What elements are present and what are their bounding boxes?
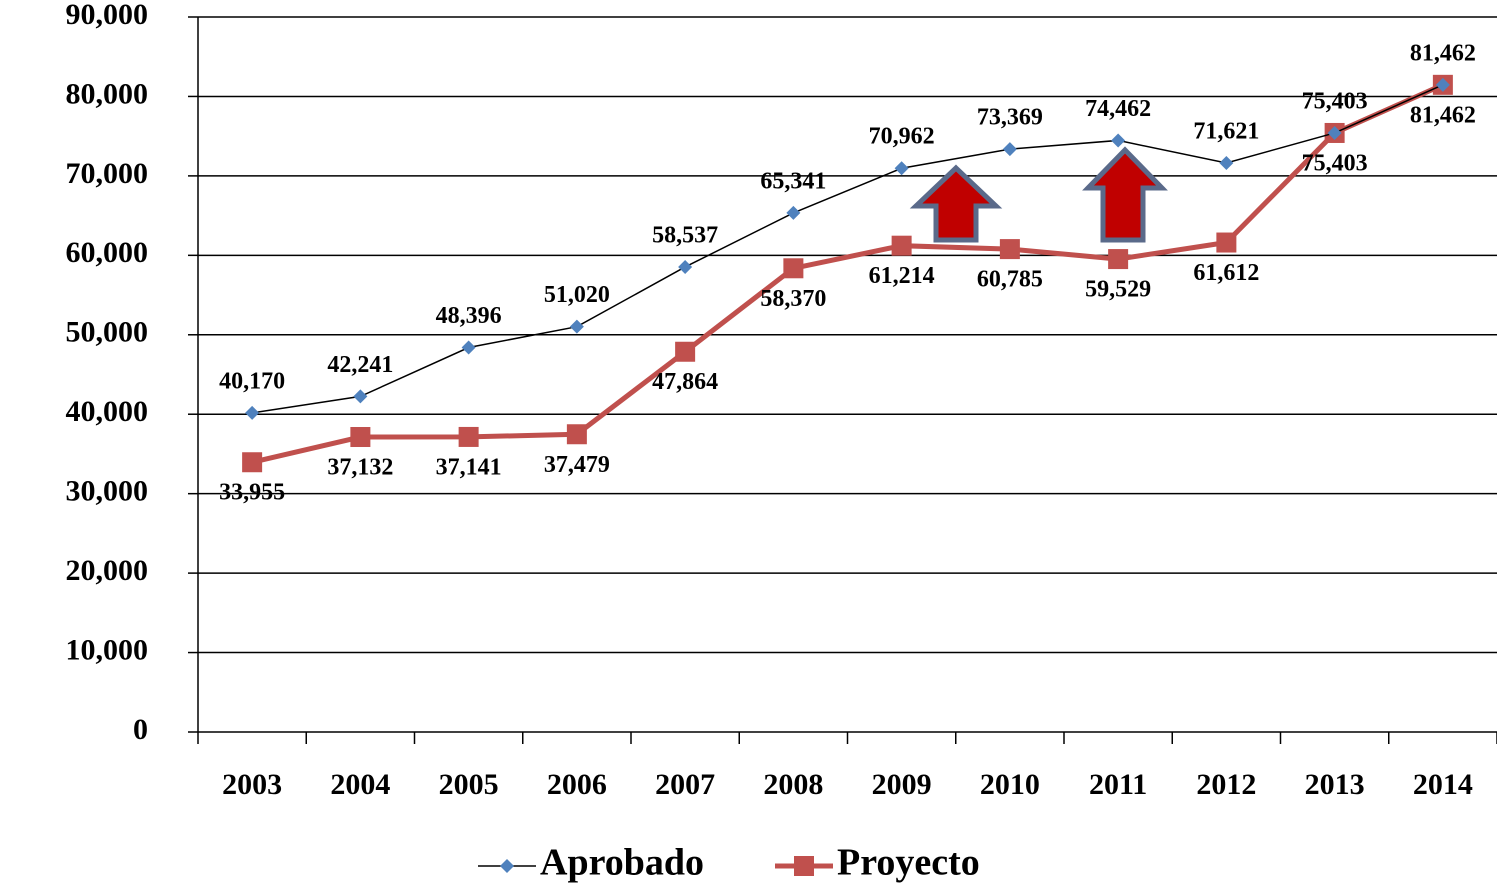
data-label: 73,369 [977,105,1043,131]
marker [461,340,476,355]
x-tick-label: 2009 [872,768,932,801]
y-tick-label: 80,000 [66,77,149,110]
marker [245,405,260,420]
data-label: 37,479 [544,452,610,478]
marker [891,235,912,256]
data-label: 65,341 [760,168,826,194]
y-tick-label: 40,000 [66,395,149,428]
data-label: 75,403 [1302,150,1368,176]
y-tick-label: 10,000 [66,633,149,666]
x-tick-label: 2010 [980,768,1040,801]
y-tick-label: 20,000 [66,554,149,587]
data-label: 74,462 [1085,96,1151,122]
x-tick-label: 2005 [439,768,499,801]
x-tick-label: 2003 [222,768,282,801]
data-label: 71,621 [1193,119,1259,145]
data-label: 48,396 [436,303,502,329]
data-label: 81,462 [1410,40,1476,66]
marker [569,319,584,334]
legend-label: Aprobado [540,842,704,884]
y-tick-label: 60,000 [66,236,149,269]
data-label: 61,214 [869,263,935,289]
data-label: 42,241 [327,352,393,378]
x-tick-label: 2006 [547,768,607,801]
x-tick-label: 2014 [1413,768,1473,801]
marker [675,341,696,362]
marker [678,259,693,274]
marker [566,424,587,445]
marker [1111,133,1126,148]
marker [1435,77,1450,92]
x-tick-label: 2011 [1089,768,1147,801]
y-tick-label: 0 [133,713,148,746]
data-label: 58,370 [760,286,826,312]
data-label: 61,612 [1193,260,1259,286]
legend-marker [500,859,514,873]
y-tick-label: 70,000 [66,157,149,190]
marker [350,427,371,448]
legend-label: Proyecto [837,842,980,884]
x-tick-label: 2008 [763,768,823,801]
x-tick-label: 2012 [1196,768,1256,801]
data-label: 81,462 [1410,102,1476,128]
data-label: 37,132 [327,455,393,481]
marker [783,258,804,279]
y-tick-label: 90,000 [66,0,149,31]
data-label: 33,955 [219,480,285,506]
marker [1108,249,1129,270]
data-label: 60,785 [977,267,1043,293]
data-label: 51,020 [544,282,610,308]
marker [1002,142,1017,157]
data-label: 75,403 [1302,88,1368,114]
data-label: 58,537 [652,222,718,248]
x-tick-label: 2007 [655,768,715,801]
data-label: 70,962 [869,124,935,150]
marker [786,205,801,220]
data-label: 59,529 [1085,277,1151,303]
marker [458,426,479,447]
arrow [909,164,1003,243]
marker [1219,156,1234,171]
marker [1216,232,1237,253]
line [252,84,1444,414]
data-label: 47,864 [652,369,718,395]
y-tick-label: 30,000 [66,475,149,508]
data-label: 40,170 [219,368,285,394]
x-tick-label: 2013 [1305,768,1365,801]
x-tick-label: 2004 [330,768,390,801]
marker [999,239,1020,260]
line [251,82,1444,465]
marker [894,161,909,176]
marker [1327,125,1342,140]
arrow [1082,146,1168,243]
marker [242,452,263,473]
marker [353,389,368,404]
legend-marker [794,856,814,876]
y-tick-label: 50,000 [66,316,149,349]
data-label: 37,141 [436,454,502,480]
